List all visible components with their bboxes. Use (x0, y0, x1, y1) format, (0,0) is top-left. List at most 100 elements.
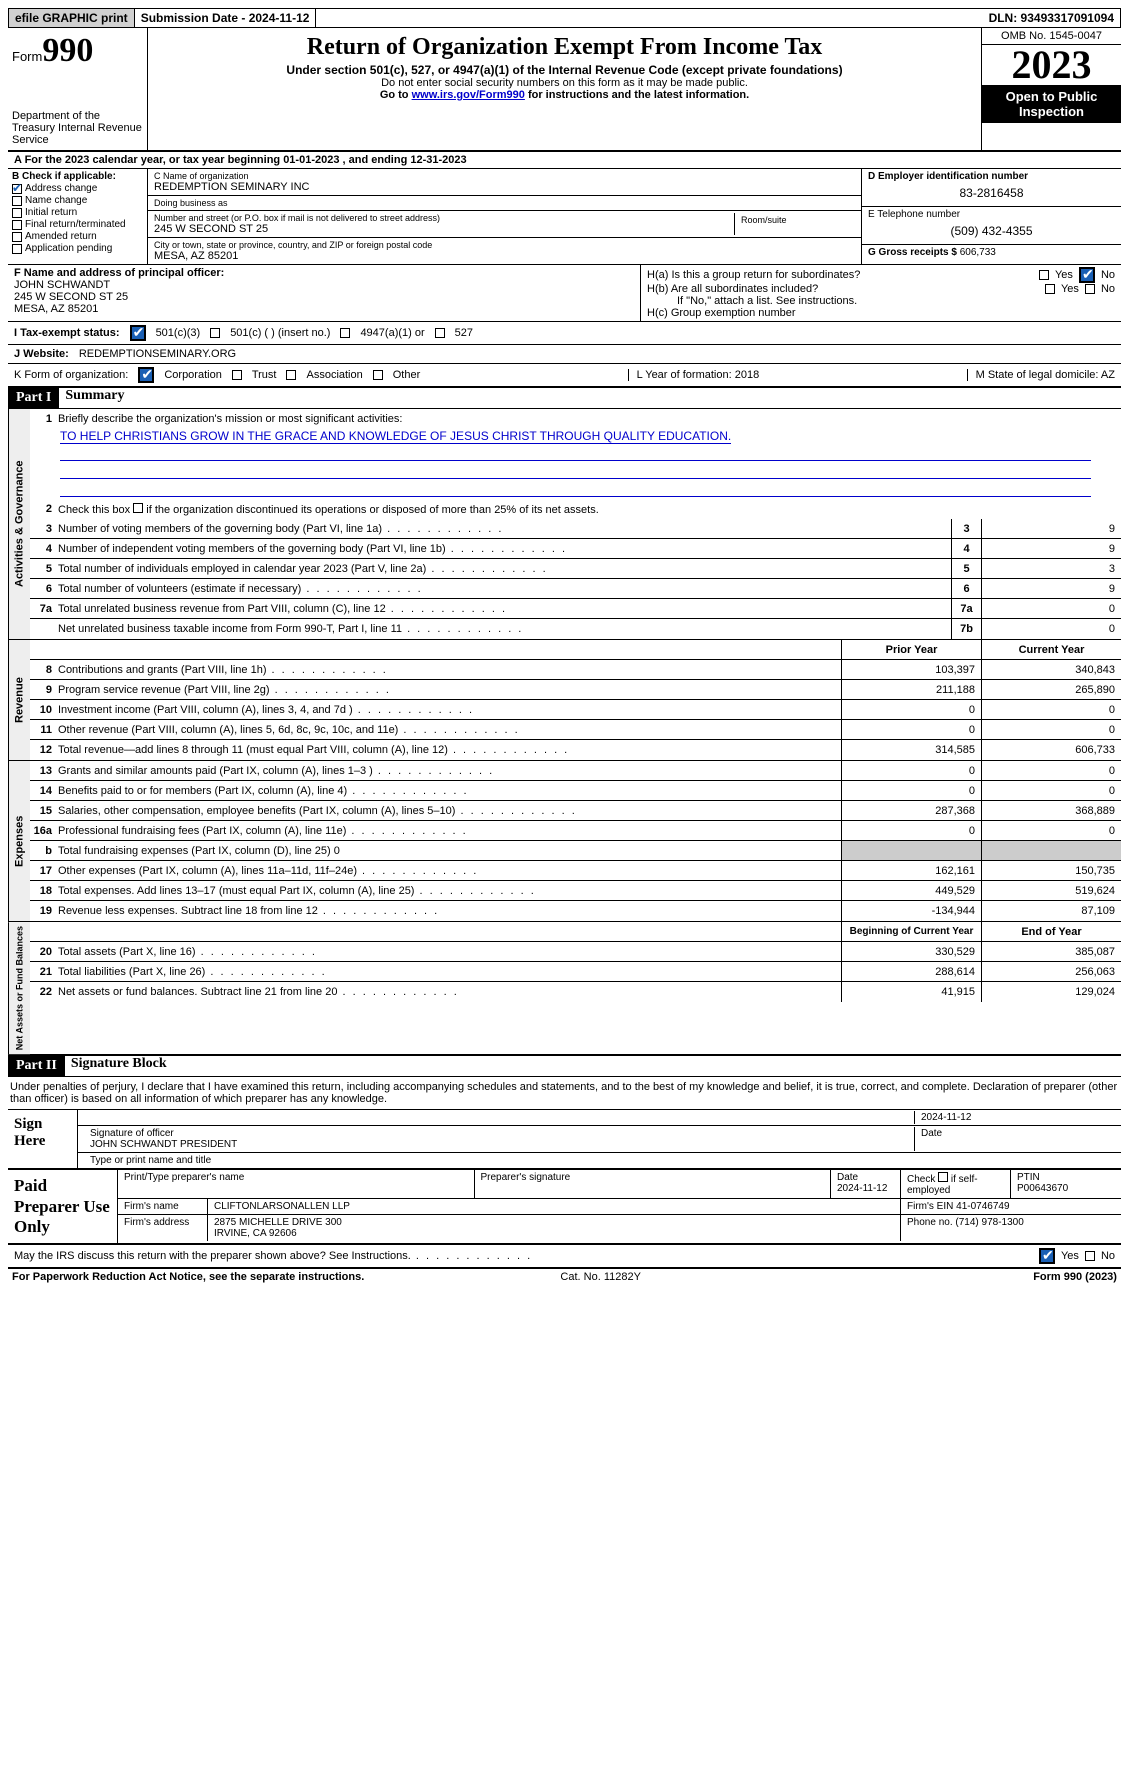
discuss-yes[interactable] (1039, 1248, 1055, 1264)
section-bcdeg: B Check if applicable: Address change Na… (8, 169, 1121, 265)
chk-501c3[interactable] (130, 325, 146, 341)
chk-501c[interactable] (210, 328, 220, 338)
row-k: K Form of organization: Corporation Trus… (8, 364, 1121, 388)
chk-other[interactable] (373, 370, 383, 380)
top-bar: efile GRAPHIC print Submission Date - 20… (8, 8, 1121, 28)
dln: DLN: 93493317091094 (983, 9, 1120, 27)
ha-no[interactable] (1079, 267, 1095, 283)
chk-assoc[interactable] (286, 370, 296, 380)
efile-print-button[interactable]: efile GRAPHIC print (9, 9, 135, 27)
exp-line-b: b Total fundraising expenses (Part IX, c… (30, 841, 1121, 861)
checkbox-amended[interactable] (12, 232, 22, 242)
netassets-section: Net Assets or Fund Balances Beginning of… (8, 922, 1121, 1056)
form-number: Form990 (12, 32, 143, 70)
telephone: (509) 432-4355 (868, 220, 1115, 242)
blank-line (60, 463, 1091, 479)
checkbox-initial-return[interactable] (12, 208, 22, 218)
row-j: J Website: REDEMPTIONSEMINARY.ORG (8, 345, 1121, 364)
exp-line-15: 15 Salaries, other compensation, employe… (30, 801, 1121, 821)
chk-corp[interactable] (138, 367, 154, 383)
box-h: H(a) Is this a group return for subordin… (641, 265, 1121, 321)
firm-address: 2875 MICHELLE DRIVE 300 (214, 1217, 342, 1228)
page-footer: For Paperwork Reduction Act Notice, see … (8, 1269, 1121, 1285)
checkbox-final-return[interactable] (12, 220, 22, 230)
hb-no[interactable] (1085, 284, 1095, 294)
blank-line (60, 445, 1091, 461)
box-c: C Name of organization REDEMPTION SEMINA… (148, 169, 861, 264)
tab-revenue: Revenue (8, 640, 30, 760)
prep-date: 2024-11-12 (837, 1183, 887, 1194)
section-fh: F Name and address of principal officer:… (8, 265, 1121, 322)
paid-preparer-block: Paid Preparer Use Only Print/Type prepar… (8, 1170, 1121, 1245)
tab-expenses: Expenses (8, 761, 30, 921)
line-4: 4 Number of independent voting members o… (30, 539, 1121, 559)
rev-line-11: 11 Other revenue (Part VIII, column (A),… (30, 720, 1121, 740)
checkbox-name-change[interactable] (12, 196, 22, 206)
exp-line-17: 17 Other expenses (Part IX, column (A), … (30, 861, 1121, 881)
exp-line-18: 18 Total expenses. Add lines 13–17 (must… (30, 881, 1121, 901)
line-3: 3 Number of voting members of the govern… (30, 519, 1121, 539)
governance-section: Activities & Governance 1Briefly describ… (8, 409, 1121, 640)
box-deg: D Employer identification number 83-2816… (861, 169, 1121, 264)
line-5: 5 Total number of individuals employed i… (30, 559, 1121, 579)
may-discuss-row: May the IRS discuss this return with the… (8, 1245, 1121, 1269)
firm-phone: (714) 978-1300 (955, 1217, 1023, 1228)
exp-line-16a: 16a Professional fundraising fees (Part … (30, 821, 1121, 841)
mission-statement: TO HELP CHRISTIANS GROW IN THE GRACE AND… (60, 429, 731, 444)
box-b: B Check if applicable: Address change Na… (8, 169, 148, 264)
discuss-no[interactable] (1085, 1251, 1095, 1261)
part-i-header: Part I Summary (8, 388, 1121, 409)
net-line-21: 21 Total liabilities (Part X, line 26) 2… (30, 962, 1121, 982)
street-address: 245 W SECOND ST 25 (154, 223, 734, 235)
ha-yes[interactable] (1039, 270, 1049, 280)
chk-527[interactable] (435, 328, 445, 338)
tab-netassets: Net Assets or Fund Balances (8, 922, 30, 1054)
line-7b: Net unrelated business taxable income fr… (30, 619, 1121, 639)
form-title: Return of Organization Exempt From Incom… (156, 34, 973, 61)
chk-4947[interactable] (340, 328, 350, 338)
row-i: I Tax-exempt status: 501(c)(3) 501(c) ( … (8, 322, 1121, 345)
sign-date: 2024-11-12 (921, 1112, 971, 1123)
checkbox-app-pending[interactable] (12, 244, 22, 254)
firm-name: CLIFTONLARSONALLEN LLP (208, 1199, 901, 1214)
officer-signature: JOHN SCHWANDT PRESIDENT (90, 1139, 908, 1150)
officer-name: JOHN SCHWANDT (14, 279, 634, 291)
org-name: REDEMPTION SEMINARY INC (154, 181, 855, 193)
checkbox-address-change[interactable] (12, 184, 22, 194)
revenue-section: Revenue Prior YearCurrent Year 8 Contrib… (8, 640, 1121, 761)
submission-date: Submission Date - 2024-11-12 (135, 9, 317, 27)
part-ii-header: Part II Signature Block (8, 1056, 1121, 1077)
row-a-tax-year: A For the 2023 calendar year, or tax yea… (8, 152, 1121, 169)
exp-line-14: 14 Benefits paid to or for members (Part… (30, 781, 1121, 801)
chk-trust[interactable] (232, 370, 242, 380)
hb-yes[interactable] (1045, 284, 1055, 294)
box-f: F Name and address of principal officer:… (8, 265, 641, 321)
firm-ein: 41-0746749 (956, 1201, 1009, 1212)
exp-line-13: 13 Grants and similar amounts paid (Part… (30, 761, 1121, 781)
expenses-section: Expenses 13 Grants and similar amounts p… (8, 761, 1121, 922)
city-state-zip: MESA, AZ 85201 (154, 250, 855, 262)
rev-line-10: 10 Investment income (Part VIII, column … (30, 700, 1121, 720)
net-line-22: 22 Net assets or fund balances. Subtract… (30, 982, 1121, 1002)
form-header: Form990 Department of the Treasury Inter… (8, 28, 1121, 152)
gross-receipts: 606,733 (960, 247, 996, 258)
line-7a: 7a Total unrelated business revenue from… (30, 599, 1121, 619)
ein: 83-2816458 (868, 182, 1115, 204)
penalties-text: Under penalties of perjury, I declare th… (8, 1077, 1121, 1110)
tab-governance: Activities & Governance (8, 409, 30, 639)
irs-link[interactable]: www.irs.gov/Form990 (412, 89, 525, 101)
rev-line-9: 9 Program service revenue (Part VIII, li… (30, 680, 1121, 700)
net-line-20: 20 Total assets (Part X, line 16) 330,52… (30, 942, 1121, 962)
subtitle: Under section 501(c), 527, or 4947(a)(1)… (156, 63, 973, 77)
ptin: P00643670 (1017, 1183, 1068, 1194)
website: REDEMPTIONSEMINARY.ORG (79, 348, 236, 360)
chk-discontinued[interactable] (133, 503, 143, 513)
exp-line-19: 19 Revenue less expenses. Subtract line … (30, 901, 1121, 921)
department: Department of the Treasury Internal Reve… (12, 110, 143, 146)
chk-self-employed[interactable] (938, 1172, 948, 1182)
rev-line-8: 8 Contributions and grants (Part VIII, l… (30, 660, 1121, 680)
state-domicile: M State of legal domicile: AZ (967, 369, 1115, 381)
open-to-public: Open to Public Inspection (982, 85, 1121, 123)
ssn-note: Do not enter social security numbers on … (156, 77, 973, 89)
blank-line (60, 481, 1091, 497)
